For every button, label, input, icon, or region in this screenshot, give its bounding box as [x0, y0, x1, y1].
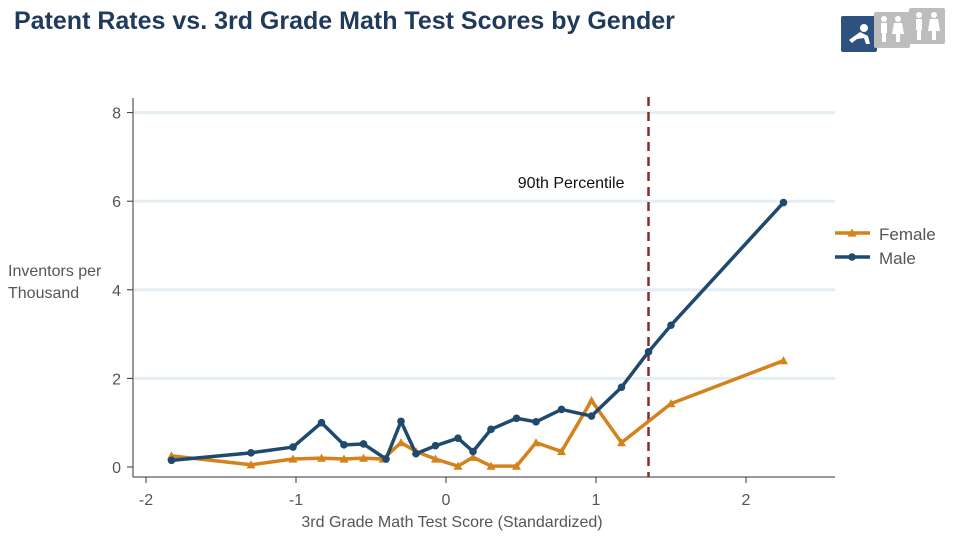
percentile-line-group: 90th Percentile	[518, 97, 650, 477]
male-point	[431, 441, 440, 450]
y-ticks: 0 2 4 6 8	[112, 106, 133, 477]
gridlines	[134, 111, 835, 380]
female-point	[246, 460, 256, 469]
legend-female-marker	[847, 228, 857, 237]
family-icon[interactable]	[874, 12, 910, 48]
y-tick-label-4: 4	[112, 283, 121, 300]
female-point	[557, 446, 566, 456]
y-tick-label-8: 8	[112, 106, 121, 123]
legend-female-label: Female	[879, 225, 936, 244]
female-point	[468, 452, 478, 461]
male-line	[171, 201, 785, 463]
female-point	[431, 454, 440, 463]
y-tick-label-6: 6	[112, 194, 121, 211]
female-point	[288, 454, 298, 463]
male-point	[587, 412, 596, 420]
child-icon[interactable]	[841, 16, 877, 52]
male-point	[397, 417, 405, 426]
male-point	[412, 449, 420, 458]
male-point	[487, 425, 495, 434]
female-point	[396, 438, 406, 447]
y-axis-label-line2: Thousand	[8, 285, 79, 302]
male-point	[167, 456, 176, 465]
male-point	[779, 198, 788, 207]
male-point	[382, 455, 390, 463]
female-point	[531, 438, 541, 447]
chart-title: Patent Rates vs. 3rd Grade Math Test Sco…	[14, 7, 675, 35]
male-point	[557, 405, 566, 414]
y-tick-label-2: 2	[112, 371, 121, 388]
female-point	[359, 453, 368, 462]
male-point	[289, 443, 297, 451]
y-tick-label-0: 0	[112, 460, 121, 477]
female-point	[666, 399, 676, 408]
legend-male-label: Male	[879, 249, 916, 268]
female-point	[317, 453, 326, 462]
icon-group	[841, 8, 945, 52]
male-point	[359, 440, 368, 448]
female-point	[587, 396, 596, 405]
female-point	[453, 461, 463, 470]
series-group	[167, 198, 788, 470]
female-point	[512, 461, 521, 470]
female-point	[779, 356, 788, 365]
x-tick-label-0: 0	[442, 492, 451, 509]
female-point	[486, 461, 496, 470]
x-tick-label--1: -1	[289, 492, 303, 509]
percentile-label: 90th Percentile	[518, 175, 625, 192]
female-point	[339, 454, 349, 463]
male-point	[617, 383, 626, 392]
female-point	[617, 438, 626, 447]
male-point	[317, 418, 326, 427]
male-point	[644, 348, 653, 356]
male-point	[532, 418, 540, 426]
male-point	[247, 449, 255, 457]
male-point	[667, 321, 675, 330]
x-tick-label-2: 2	[742, 492, 751, 509]
male-point	[340, 441, 348, 449]
x-ticks: -2 -1 0 1 2	[139, 477, 751, 509]
x-axis-label: 3rd Grade Math Test Score (Standardized)	[301, 514, 602, 531]
legend-male-marker	[848, 253, 856, 261]
x-tick-label--2: -2	[139, 492, 153, 509]
axes	[132, 98, 835, 478]
male-point	[454, 434, 462, 443]
legend: Female Male	[835, 225, 936, 268]
x-tick-label-1: 1	[592, 492, 601, 509]
male-point	[469, 447, 477, 456]
y-axis-label-line1: Inventors per	[8, 263, 102, 280]
female-line	[171, 359, 785, 468]
male-point	[512, 414, 521, 423]
adults-icon[interactable]	[909, 8, 945, 44]
